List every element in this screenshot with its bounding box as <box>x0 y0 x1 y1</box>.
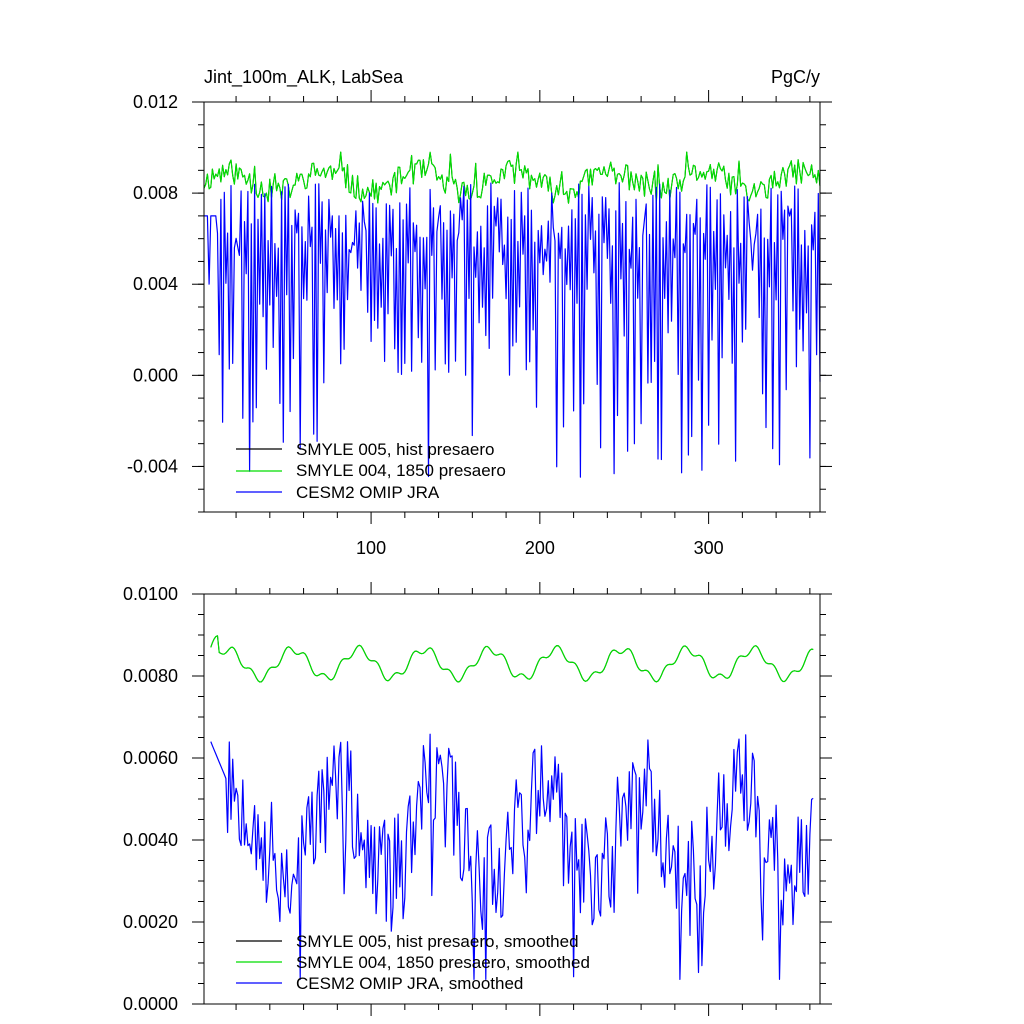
y-tick-label: 0.0060 <box>123 748 178 768</box>
bottom-panel-legend: SMYLE 005, hist presaero, smoothed SMYLE… <box>236 932 590 993</box>
y-tick-label: 0.0000 <box>123 994 178 1014</box>
y-tick-label: 0.012 <box>133 92 178 112</box>
legend-label-smyle004: SMYLE 004, 1850 presaero <box>296 461 506 480</box>
series-line-smyle004 <box>210 635 814 683</box>
top-panel-series <box>203 151 821 478</box>
series-line-cesm2 <box>210 733 814 981</box>
legend-label-smyle005-smoothed: SMYLE 005, hist presaero, smoothed <box>296 932 579 951</box>
top-panel-legend: SMYLE 005, hist presaero SMYLE 004, 1850… <box>236 440 506 502</box>
series-line-smyle004 <box>203 151 821 205</box>
legend-label-smyle004-smoothed: SMYLE 004, 1850 presaero, smoothed <box>296 953 590 972</box>
bottom-panel-frame <box>203 593 821 1005</box>
series-line-cesm2 <box>204 182 821 478</box>
bottom-panel: 0.0000 0.0020 0.0040 0.0060 0.0080 0.0100 SMY… <box>123 582 832 1016</box>
top-panel: Jint_100m_ALK, LabSea PgC/y 100 200 300 -0.… <box>127 67 832 558</box>
y-tick-label: 0.0020 <box>123 912 178 932</box>
bottom-panel-axes: 0.0000 0.0020 0.0040 0.0060 0.0080 0.0100 <box>123 582 832 1016</box>
legend-label-smyle005: SMYLE 005, hist presaero <box>296 440 494 459</box>
x-tick-label: 200 <box>525 538 555 558</box>
y-tick-label: 0.0040 <box>123 830 178 850</box>
top-panel-title: Jint_100m_ALK, LabSea <box>204 67 404 88</box>
y-tick-label: 0.004 <box>133 274 178 294</box>
top-panel-frame <box>203 101 821 513</box>
legend-label-cesm2: CESM2 OMIP JRA <box>296 483 440 502</box>
x-tick-label: 300 <box>694 538 724 558</box>
legend-label-cesm2-smoothed: CESM2 OMIP JRA, smoothed <box>296 974 523 993</box>
y-tick-label: 0.000 <box>133 365 178 385</box>
y-tick-label: 0.0100 <box>123 584 178 604</box>
top-panel-units: PgC/y <box>771 67 820 87</box>
y-tick-label: 0.008 <box>133 183 178 203</box>
y-tick-label: 0.0080 <box>123 666 178 686</box>
bottom-panel-series <box>210 635 814 981</box>
top-panel-axes: 100 200 300 -0.004 0.000 0.004 0.008 0.012 <box>127 90 832 558</box>
y-tick-label: -0.004 <box>127 456 178 476</box>
x-tick-label: 100 <box>356 538 386 558</box>
